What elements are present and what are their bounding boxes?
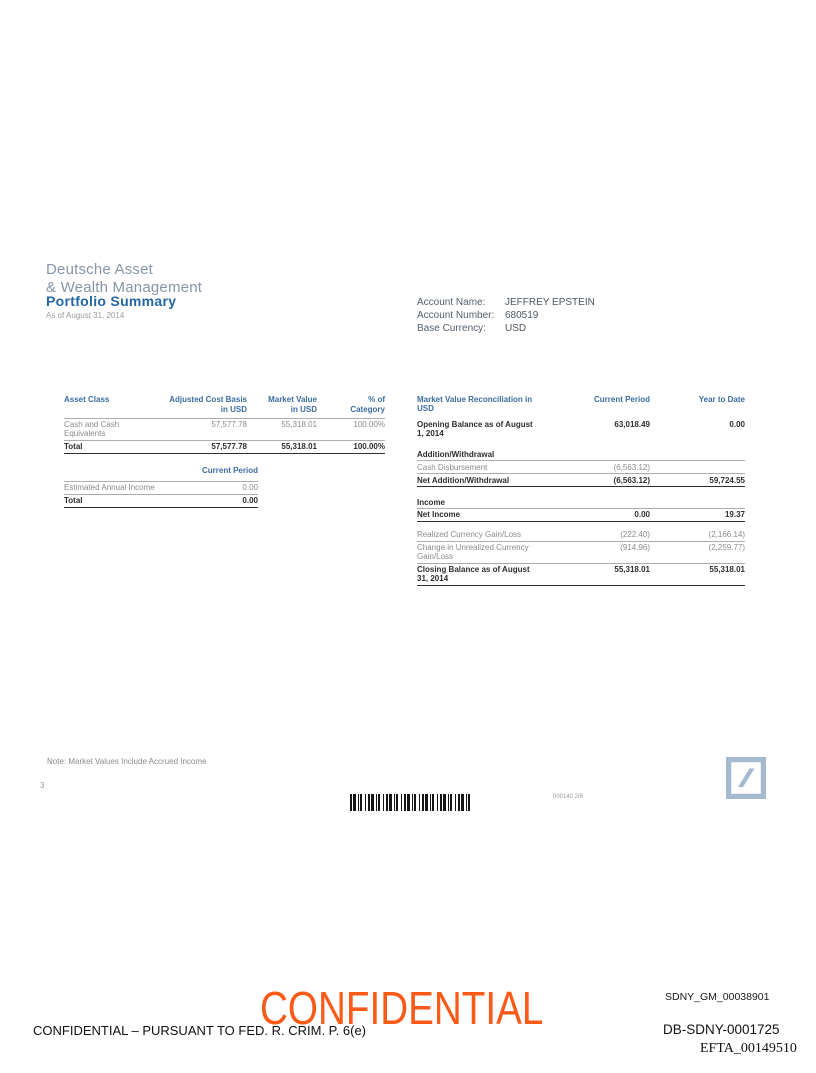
income-table-header: Current Period <box>64 464 258 479</box>
net-addition-row: Net Addition/Withdrawal (6,563.12) 59,72… <box>417 474 745 487</box>
bates-number-efta: EFTA_00149510 <box>700 1041 797 1056</box>
asset-class-header: Asset Class <box>64 394 110 404</box>
brand-line1: Deutsche Asset <box>46 261 154 278</box>
confidential-legend: CONFIDENTIAL – PURSUANT TO FED. R. CRIM.… <box>33 1023 367 1038</box>
net-income-row: Net Income 0.00 19.37 <box>417 509 745 522</box>
estimated-income-table: Current Period Estimated Annual Income 0… <box>64 464 258 508</box>
table-row: Cash and Cash Equivalents 57,577.78 55,3… <box>64 419 385 441</box>
bates-number-sdny-gm: SDNY_GM_00038901 <box>665 991 770 1003</box>
income-table-total-row: Total 0.00 <box>64 495 258 508</box>
account-name-row: Account Name: JEFFREY EPSTEIN <box>417 296 595 309</box>
page-title: Portfolio Summary <box>46 293 177 309</box>
addition-withdrawal-section-label: Addition/Withdrawal <box>417 449 745 461</box>
account-number-label: Account Number: <box>417 310 495 321</box>
account-number-value: 680519 <box>505 310 539 321</box>
account-name-label: Account Name: <box>417 297 486 308</box>
bates-number-db-sdny: DB-SDNY-0001725 <box>663 1022 780 1037</box>
opening-balance-row: Opening Balance as of August 1, 2014 63,… <box>417 419 745 438</box>
asset-class-table: Asset Class Adjusted Cost Basis in USD M… <box>64 393 385 454</box>
table-row: Estimated Annual Income 0.00 <box>64 480 258 495</box>
brand-wordmark: Deutsche Asset & Wealth Management <box>46 261 202 297</box>
barcode <box>350 794 470 811</box>
page-number: 3 <box>40 781 45 790</box>
income-section-label: Income <box>417 496 745 509</box>
recon-title-header: Market Value Reconciliation in USD <box>417 394 533 413</box>
asset-table-total-row: Total 57,577.78 55,318.01 100.00% <box>64 441 385 454</box>
unrealized-gain-loss-row: Change in Unrealized Currency Gain/Loss … <box>417 542 745 564</box>
account-info: Account Name: JEFFREY EPSTEIN Account Nu… <box>417 296 595 335</box>
realized-gain-loss-row: Realized Currency Gain/Loss (222.40) (2,… <box>417 529 745 542</box>
account-number-row: Account Number: 680519 <box>417 309 595 322</box>
base-currency-row: Base Currency: USD <box>417 322 595 335</box>
recon-current-period-header: Current Period <box>593 394 650 404</box>
market-value-header: Market Value in USD <box>268 394 317 414</box>
account-name-value: JEFFREY EPSTEIN <box>505 297 595 308</box>
confidential-watermark: CONFIDENTIAL <box>260 982 544 1034</box>
closing-balance-row: Closing Balance as of August 31, 2014 55… <box>417 564 745 586</box>
cash-disbursement-row: Cash Disbursement (6,563.12) <box>417 461 745 474</box>
recon-table-header: Market Value Reconciliation in USD Curre… <box>417 393 745 417</box>
base-currency-label: Base Currency: <box>417 323 486 334</box>
asset-table-header: Asset Class Adjusted Cost Basis in USD M… <box>64 393 385 419</box>
current-period-header: Current Period <box>201 465 258 475</box>
report-as-of-date: As of August 31, 2014 <box>46 311 125 320</box>
cost-basis-header: Adjusted Cost Basis in USD <box>169 394 247 414</box>
recon-ytd-header: Year to Date <box>698 394 745 404</box>
base-currency-value: USD <box>505 323 527 334</box>
reconciliation-table: Market Value Reconciliation in USD Curre… <box>417 393 745 586</box>
deutsche-bank-logo-icon <box>725 756 767 800</box>
footnote: Note: Market Values Include Accrued Inco… <box>47 757 207 766</box>
brand-line2: & Wealth Management <box>46 279 203 296</box>
pct-category-header: % of Category <box>350 394 385 414</box>
document-code: 000140 2/6 <box>553 794 584 800</box>
